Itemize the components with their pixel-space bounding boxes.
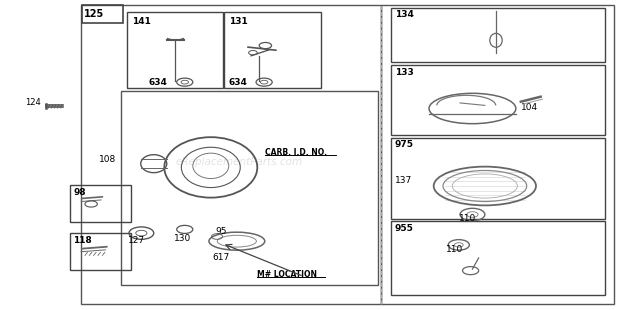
Text: M# LOCATION: M# LOCATION	[257, 270, 317, 279]
Bar	[70, 185, 131, 222]
Text: CARB. I.D. NO.: CARB. I.D. NO.	[265, 148, 327, 157]
Text: 127: 127	[128, 236, 146, 245]
Text: 975: 975	[395, 140, 414, 149]
Text: 98: 98	[73, 188, 86, 197]
Text: 134: 134	[395, 10, 414, 19]
Bar	[391, 221, 604, 295]
Bar	[381, 5, 614, 304]
Text: 617: 617	[212, 253, 229, 263]
Text: 110: 110	[446, 245, 464, 254]
Text: 124: 124	[25, 98, 40, 108]
Text: 125: 125	[84, 9, 105, 19]
Text: 634: 634	[149, 78, 167, 87]
Text: 137: 137	[395, 176, 412, 185]
Bar	[70, 233, 131, 270]
Text: 130: 130	[174, 233, 191, 243]
Text: 95: 95	[216, 227, 228, 237]
Text: 131: 131	[229, 17, 248, 26]
Text: 133: 133	[395, 68, 414, 77]
Text: 118: 118	[73, 236, 92, 245]
Text: 955: 955	[395, 224, 414, 233]
Bar	[81, 5, 381, 304]
Bar	[391, 65, 604, 135]
Bar	[127, 12, 223, 88]
Text: 110: 110	[459, 214, 476, 223]
Text: 108: 108	[99, 155, 117, 164]
Text: 634: 634	[228, 78, 247, 87]
Text: 141: 141	[132, 17, 151, 26]
Bar	[224, 12, 321, 88]
Bar	[391, 138, 604, 219]
Bar	[82, 5, 123, 23]
Bar	[391, 8, 604, 62]
Text: eReplacementParts.com: eReplacementParts.com	[175, 157, 303, 167]
Bar	[121, 91, 378, 285]
Text: 104: 104	[521, 103, 538, 113]
